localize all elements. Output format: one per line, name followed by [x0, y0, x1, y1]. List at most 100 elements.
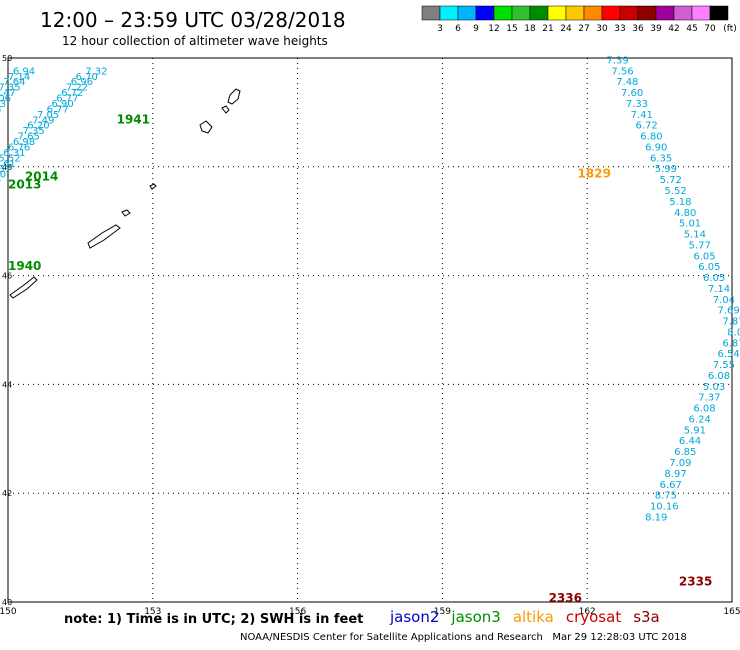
- data-label-track_c: 7.55: [713, 360, 735, 371]
- data-label-track_c: 7.14: [708, 284, 730, 295]
- time-label: 2336: [549, 591, 582, 605]
- legend-item-altika: altika: [512, 608, 554, 626]
- data-label-track_c: 5.72: [660, 175, 682, 186]
- legend: jason2 jason3 altika cryosat s3a: [390, 608, 660, 626]
- footer-credit: NOAA/NESDIS Center for Satellite Applica…: [240, 632, 687, 643]
- data-label-track_c: 5.52: [664, 186, 686, 197]
- legend-item-jason3: jason3: [451, 608, 501, 626]
- data-label-track_b: 7.05: [37, 110, 59, 121]
- time-label: 1829: [578, 167, 611, 181]
- data-label-track_a: 7.06: [0, 94, 11, 105]
- colorbar-label: 6: [455, 24, 461, 34]
- data-label-track_b: 7.49: [32, 115, 54, 126]
- colorbar-label: 21: [542, 24, 553, 34]
- colorbar-swatch: [475, 5, 495, 21]
- y-tick-label: 50: [2, 54, 12, 63]
- data-label-track_a: 7.14: [8, 72, 30, 83]
- data-label-track_b: 5.61: [0, 159, 16, 170]
- data-label-track_c: 5.99: [655, 164, 677, 175]
- x-tick-label: 165: [723, 607, 740, 617]
- colorbar-swatch: [493, 5, 513, 21]
- colorbar-swatch: [637, 5, 657, 21]
- data-label-track_c: 6.72: [635, 121, 657, 132]
- data-label-track_c: 6.08: [708, 371, 730, 382]
- y-tick-label: 42: [2, 489, 12, 498]
- data-label-track_a: 7.35: [0, 83, 21, 94]
- y-tick-label: 40: [2, 598, 12, 607]
- data-label-track_c: 6.05: [703, 273, 725, 284]
- data-label-track_c: 5.03: [703, 382, 725, 393]
- time-label: 2014: [25, 169, 58, 183]
- data-label-track_b: 4.34: [0, 175, 1, 186]
- colorbar-label: 36: [632, 24, 644, 34]
- footer-note: note: 1) Time is in UTC; 2) SWH is in fe…: [64, 612, 364, 627]
- data-label-track_a: 7.64: [3, 77, 25, 88]
- page-title: 12:00 – 23:59 UTC 03/28/2018: [40, 8, 346, 32]
- colorbar-swatch: [601, 5, 621, 21]
- legend-item-cryosat: cryosat: [565, 608, 622, 626]
- data-label-track_a: 6.08: [0, 104, 1, 115]
- coastline: [87, 224, 121, 249]
- data-label-track_c: 5.77: [689, 240, 711, 251]
- data-label-track_b: 7.32: [85, 66, 107, 77]
- coastline: [221, 105, 230, 114]
- data-label-track_c: 7.37: [698, 393, 720, 404]
- data-label-track_b: 5.52: [0, 153, 21, 164]
- data-label-track_c: 8.75: [655, 491, 677, 502]
- colorbar-swatch: [673, 5, 693, 21]
- colorbar-label: 33: [614, 24, 625, 34]
- colorbar-swatch: [691, 5, 711, 21]
- colorbar-swatch: [619, 5, 639, 21]
- colorbar-swatch: [421, 5, 441, 21]
- colorbar-swatch: [583, 5, 603, 21]
- data-label-track_c: 6.05: [698, 262, 720, 273]
- y-tick-label: 48: [2, 163, 12, 172]
- data-label-track_c: 6.44: [679, 436, 701, 447]
- data-label-track_c: 6.08: [693, 404, 715, 415]
- data-label-track_b: 6.20: [0, 170, 6, 181]
- colorbar-swatch: [529, 5, 549, 21]
- coastline: [227, 88, 241, 105]
- data-label-track_c: 7.33: [626, 99, 648, 110]
- data-label-track_b: 6.31: [3, 148, 25, 159]
- time-label: 2335: [679, 575, 712, 589]
- time-label: 1941: [117, 112, 150, 126]
- colorbar-label: 18: [524, 24, 536, 34]
- data-label-track_b: 6.98: [13, 137, 35, 148]
- colorbar-label: 27: [578, 24, 589, 34]
- data-label-track_c: 5.01: [679, 219, 701, 230]
- data-label-track_c: 7.69: [718, 306, 740, 317]
- data-label-track_a: 6.47: [0, 88, 16, 99]
- colorbar-label: (ft): [723, 24, 737, 34]
- x-tick-label: 156: [289, 607, 306, 617]
- data-label-track_c: 10.16: [650, 502, 679, 513]
- x-tick-label: 159: [434, 607, 451, 617]
- data-label-track_c: 6.24: [689, 414, 711, 425]
- colorbar-label: 70: [704, 24, 716, 34]
- x-tick-label: 150: [0, 607, 17, 617]
- data-label-track_c: 7.87: [722, 317, 740, 328]
- data-label-track_c: 6.90: [645, 142, 667, 153]
- colorbar-swatch: [565, 5, 585, 21]
- coastline: [199, 120, 213, 134]
- data-label-track_b: 6.76: [8, 142, 30, 153]
- data-label-track_c: 7.60: [621, 88, 643, 99]
- colorbar-swatch: [439, 5, 459, 21]
- time-label: 1940: [8, 259, 41, 273]
- colorbar-swatch: [457, 5, 477, 21]
- data-label-track_b: 7.35: [22, 126, 44, 137]
- data-label-track_b: 6.70: [76, 72, 98, 83]
- data-label-track_c: 8.97: [664, 469, 686, 480]
- colorbar-label: 9: [473, 24, 479, 34]
- y-tick-label: 46: [2, 272, 12, 281]
- data-label-track_a: 6.94: [13, 66, 35, 77]
- colorbar-swatch: [655, 5, 675, 21]
- colorbar-label: 30: [596, 24, 608, 34]
- data-label-track_b: 6.96: [71, 77, 93, 88]
- data-label-track_c: 7.56: [611, 66, 633, 77]
- coastline: [121, 209, 131, 217]
- y-tick-label: 44: [2, 380, 12, 389]
- data-label-track_b: 7.65: [18, 132, 40, 143]
